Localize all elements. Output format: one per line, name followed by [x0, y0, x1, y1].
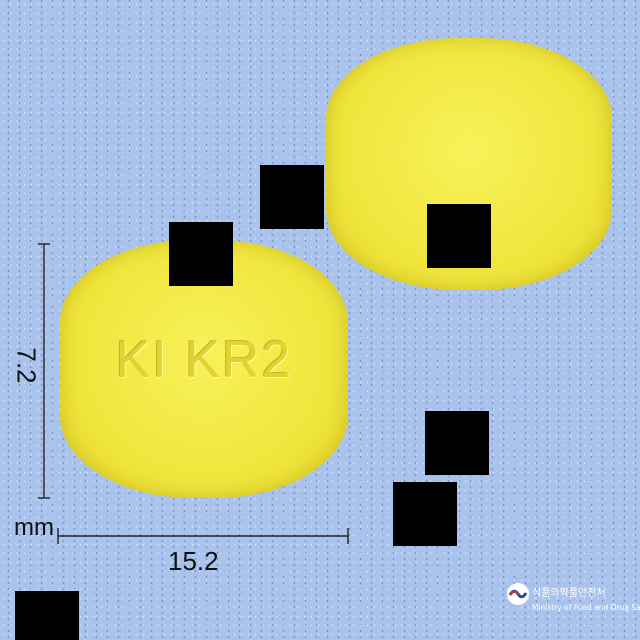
- pill-imprint: KI KR2: [115, 331, 293, 389]
- redaction-block: [427, 204, 491, 268]
- government-emblem-icon: [507, 583, 529, 605]
- unit-label: mm: [14, 514, 54, 541]
- redaction-block: [393, 482, 457, 546]
- width-dimension-label: 15.2: [168, 546, 219, 576]
- height-dimension-label: 7.2: [11, 347, 42, 384]
- redaction-block: [260, 165, 324, 229]
- redaction-block: [15, 591, 79, 640]
- redaction-block: [425, 411, 489, 475]
- organization-name-english: Ministry of Food and Drug Safety: [532, 603, 640, 612]
- redaction-block: [169, 222, 233, 286]
- organization-name-korean: 식품의약품안전처: [532, 588, 606, 599]
